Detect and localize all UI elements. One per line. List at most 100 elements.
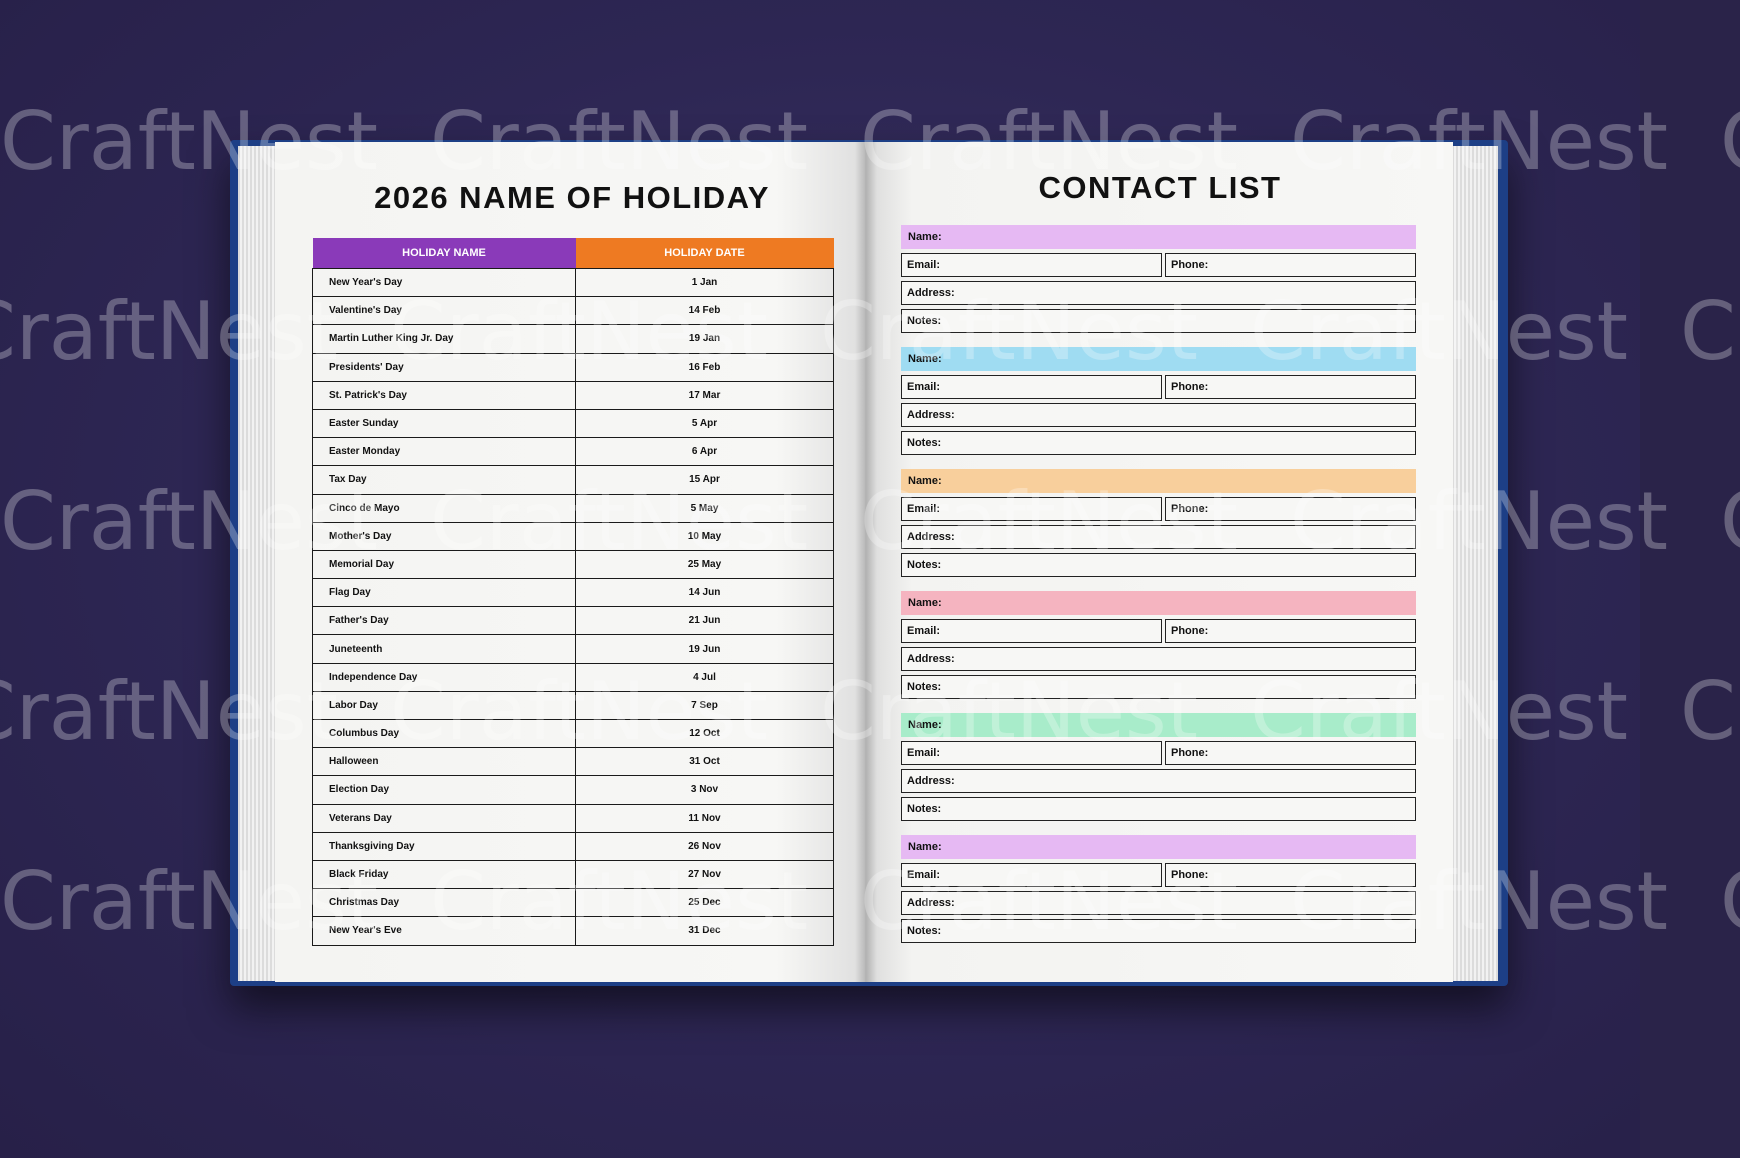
holiday-date-cell: 3 Nov <box>575 775 834 805</box>
table-row: Election Day 3 Nov <box>312 775 834 805</box>
contact-email-field[interactable]: Email: <box>901 863 1162 887</box>
table-row: Mother's Day 10 May <box>312 521 834 551</box>
holiday-date-cell: 31 Dec <box>575 916 834 946</box>
holiday-name-cell: Black Friday <box>312 859 576 890</box>
contact-address-field[interactable]: Address: <box>901 769 1416 793</box>
contact-entry: Name: Email: Phone: Address: Notes: <box>901 347 1416 455</box>
contact-notes-field[interactable]: Notes: <box>901 309 1416 333</box>
holiday-date-cell: 14 Jun <box>575 578 834 608</box>
contact-address-field[interactable]: Address: <box>901 891 1416 915</box>
holiday-date-cell: 17 Mar <box>575 380 834 410</box>
holiday-table-header: HOLIDAY NAME HOLIDAY DATE <box>312 238 834 269</box>
contact-name-field[interactable]: Name: <box>901 713 1416 737</box>
contact-entry: Name: Email: Phone: Address: Notes: <box>901 835 1416 943</box>
contact-notes-field[interactable]: Notes: <box>901 431 1416 455</box>
book-spine <box>855 142 877 982</box>
contact-phone-field[interactable]: Phone: <box>1165 375 1416 399</box>
contact-address-field[interactable]: Address: <box>901 281 1416 305</box>
contact-entry: Name: Email: Phone: Address: Notes: <box>901 469 1416 577</box>
holiday-name-cell: Martin Luther King Jr. Day <box>312 324 576 354</box>
contact-name-field[interactable]: Name: <box>901 835 1416 859</box>
holiday-date-cell: 1 Jan <box>575 267 834 298</box>
contact-email-field[interactable]: Email: <box>901 619 1162 643</box>
contact-email-field[interactable]: Email: <box>901 375 1162 399</box>
contact-notes-field[interactable]: Notes: <box>901 797 1416 821</box>
holiday-page-title: 2026 NAME OF HOLIDAY <box>374 180 770 215</box>
holiday-name-cell: Labor Day <box>312 690 576 721</box>
table-row: Valentine's Day 14 Feb <box>312 296 834 326</box>
holiday-name-cell: Veterans Day <box>312 803 576 833</box>
holiday-name-cell: Mother's Day <box>312 521 576 551</box>
column-header-holiday-date: HOLIDAY DATE <box>575 238 834 269</box>
contact-phone-field[interactable]: Phone: <box>1165 253 1416 277</box>
holiday-date-cell: 26 Nov <box>575 831 834 861</box>
column-header-holiday-name: HOLIDAY NAME <box>312 238 576 269</box>
table-row: Flag Day 14 Jun <box>312 578 834 608</box>
holiday-date-cell: 25 May <box>575 549 834 580</box>
holiday-name-cell: Halloween <box>312 747 576 777</box>
holiday-name-cell: Juneteenth <box>312 634 576 664</box>
holiday-date-cell: 5 May <box>575 493 834 523</box>
holiday-name-cell: Presidents' Day <box>312 352 576 382</box>
holiday-name-cell: Flag Day <box>312 578 576 608</box>
table-row: Independence Day 4 Jul <box>312 662 834 692</box>
contact-entry: Name: Email: Phone: Address: Notes: <box>901 591 1416 699</box>
holiday-date-cell: 15 Apr <box>575 465 834 495</box>
contact-phone-field[interactable]: Phone: <box>1165 741 1416 765</box>
table-row: Cinco de Mayo 5 May <box>312 493 834 523</box>
contact-phone-field[interactable]: Phone: <box>1165 497 1416 521</box>
table-row: Black Friday 27 Nov <box>312 859 834 890</box>
table-row: Labor Day 7 Sep <box>312 690 834 721</box>
contact-entry: Name: Email: Phone: Address: Notes: <box>901 713 1416 821</box>
contact-name-field[interactable]: Name: <box>901 347 1416 371</box>
holiday-name-cell: Tax Day <box>312 465 576 495</box>
contact-notes-field[interactable]: Notes: <box>901 553 1416 577</box>
background-band <box>1640 0 1740 1158</box>
holiday-date-cell: 21 Jun <box>575 606 834 636</box>
contact-address-field[interactable]: Address: <box>901 403 1416 427</box>
table-row: Memorial Day 25 May <box>312 549 834 580</box>
contact-email-field[interactable]: Email: <box>901 253 1162 277</box>
holiday-name-cell: Columbus Day <box>312 718 576 749</box>
holiday-name-cell: Independence Day <box>312 662 576 692</box>
contact-name-field[interactable]: Name: <box>901 591 1416 615</box>
table-row: Christmas Day 25 Dec <box>312 888 834 918</box>
contact-email-field[interactable]: Email: <box>901 741 1162 765</box>
table-row: Martin Luther King Jr. Day 19 Jan <box>312 324 834 354</box>
contact-notes-field[interactable]: Notes: <box>901 675 1416 699</box>
contact-phone-field[interactable]: Phone: <box>1165 619 1416 643</box>
page-stack-right <box>1450 146 1498 981</box>
contact-phone-field[interactable]: Phone: <box>1165 863 1416 887</box>
table-row: New Year's Eve 31 Dec <box>312 916 834 946</box>
holiday-date-cell: 25 Dec <box>575 888 834 918</box>
contact-entry: Name: Email: Phone: Address: Notes: <box>901 225 1416 333</box>
holiday-name-cell: New Year's Eve <box>312 916 576 946</box>
holiday-name-cell: Father's Day <box>312 606 576 636</box>
holiday-date-cell: 5 Apr <box>575 408 834 439</box>
contact-name-field[interactable]: Name: <box>901 469 1416 493</box>
holiday-name-cell: St. Patrick's Day <box>312 380 576 410</box>
holiday-date-cell: 10 May <box>575 521 834 551</box>
table-row: Juneteenth 19 Jun <box>312 634 834 664</box>
contact-notes-field[interactable]: Notes: <box>901 919 1416 943</box>
table-row: Easter Monday 6 Apr <box>312 437 834 467</box>
contact-address-field[interactable]: Address: <box>901 647 1416 671</box>
holiday-date-cell: 4 Jul <box>575 662 834 692</box>
holiday-table: HOLIDAY NAME HOLIDAY DATE New Year's Day… <box>312 238 834 946</box>
holiday-date-cell: 12 Oct <box>575 718 834 749</box>
table-row: Halloween 31 Oct <box>312 747 834 777</box>
page-stack-left <box>238 146 278 981</box>
contact-address-field[interactable]: Address: <box>901 525 1416 549</box>
table-row: Columbus Day 12 Oct <box>312 718 834 749</box>
contact-page-title: CONTACT LIST <box>1038 170 1282 205</box>
contact-name-field[interactable]: Name: <box>901 225 1416 249</box>
table-row: Presidents' Day 16 Feb <box>312 352 834 382</box>
holiday-date-cell: 6 Apr <box>575 437 834 467</box>
holiday-name-cell: Easter Monday <box>312 437 576 467</box>
table-row: Father's Day 21 Jun <box>312 606 834 636</box>
holiday-name-cell: Thanksgiving Day <box>312 831 576 861</box>
contact-email-field[interactable]: Email: <box>901 497 1162 521</box>
table-row: Veterans Day 11 Nov <box>312 803 834 833</box>
holiday-date-cell: 7 Sep <box>575 690 834 721</box>
table-row: Easter Sunday 5 Apr <box>312 408 834 439</box>
